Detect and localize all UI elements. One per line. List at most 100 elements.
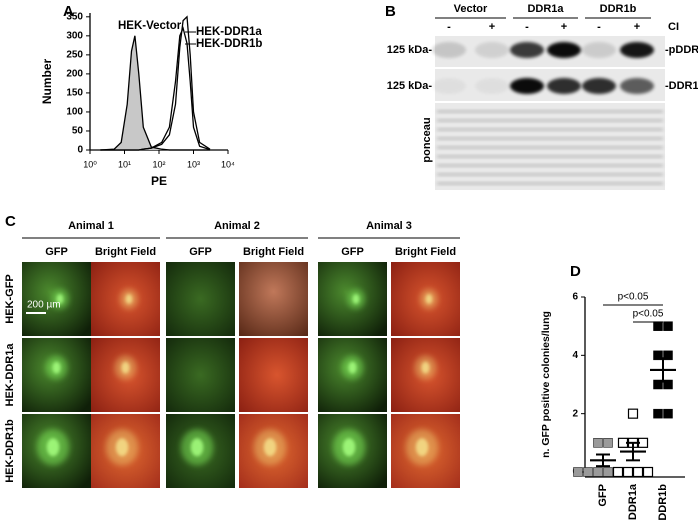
column-header: Bright Field: [243, 246, 304, 258]
histogram-line: [100, 26, 211, 151]
data-point: [603, 467, 613, 477]
series-label: HEK-Vector: [118, 20, 182, 32]
mw-marker: 125 kDa-: [387, 44, 433, 56]
y-tick-label: 150: [66, 88, 83, 99]
data-point: [653, 408, 663, 419]
y-tick-label: 4: [572, 350, 578, 361]
colony: [425, 294, 433, 304]
data-point: [622, 466, 634, 478]
y-tick-label: 200: [66, 69, 83, 80]
western-blot: [432, 36, 665, 190]
lane-group: DDR1b: [600, 3, 637, 15]
x-tick-label: 10⁰: [83, 159, 97, 169]
series-label: HEK-DDR1b: [196, 38, 262, 50]
histogram-line: [100, 15, 211, 151]
band: [620, 78, 654, 94]
column-header: GFP: [45, 246, 68, 258]
band: [432, 78, 466, 94]
x-tick-label: 10¹: [118, 159, 131, 169]
band: [547, 42, 581, 58]
row-label: HEK-DDR1b: [4, 419, 16, 483]
x-axis-label: PE: [151, 174, 167, 188]
colony: [190, 438, 204, 457]
row-label: HEK-DDR1a: [4, 343, 16, 407]
treatment: +: [634, 21, 640, 33]
column-header: Bright Field: [95, 246, 156, 258]
histogram-line: [100, 35, 210, 151]
series-label: HEK-DDR1a: [196, 26, 262, 38]
x-tick-label: 10⁴: [221, 159, 235, 169]
y-tick-label: 0: [77, 145, 83, 156]
x-tick-label: DDR1a: [627, 483, 639, 520]
data-point: [593, 467, 603, 477]
row-label: HEK-GFP: [4, 274, 16, 324]
animal-header: Animal 1: [68, 220, 114, 232]
treatment: +: [489, 21, 495, 33]
stain-label: ponceau: [421, 117, 433, 162]
y-axis-label: Number: [40, 59, 54, 105]
lane-group: Vector: [454, 3, 488, 15]
ponceau-stripe: [437, 146, 663, 149]
data-point: [653, 350, 663, 361]
column-header: GFP: [189, 246, 212, 258]
ponceau-stripe: [437, 164, 663, 167]
y-tick-label: 350: [66, 11, 83, 22]
panel-label: D: [570, 263, 581, 280]
data-point: [663, 408, 673, 419]
ponceau-stripe: [437, 137, 663, 140]
panel-label: A: [63, 3, 74, 20]
colony: [125, 294, 133, 304]
data-point: [632, 466, 644, 478]
treatment: -: [525, 21, 529, 33]
scale-bar-label: 200 µm: [27, 300, 61, 311]
band: [432, 42, 466, 58]
ponceau-stripe: [437, 128, 663, 131]
data-point: [603, 438, 613, 448]
data-point: [663, 321, 673, 331]
colony: [121, 361, 130, 374]
colony: [348, 361, 357, 374]
band: [475, 42, 509, 58]
band: [582, 42, 616, 58]
significance-label: p<0.05: [618, 292, 649, 303]
treatment: -: [447, 21, 451, 33]
y-tick-label: 100: [66, 107, 83, 118]
ponceau-stripe: [437, 182, 663, 185]
data-point: [627, 408, 639, 419]
histogram-fill: [100, 35, 210, 150]
y-tick-label: 6: [572, 292, 578, 303]
y-tick-label: 50: [72, 126, 84, 137]
colony: [115, 438, 129, 457]
colony: [342, 438, 356, 457]
band: [510, 78, 544, 94]
band: [620, 42, 654, 58]
mw-marker: 125 kDa-: [387, 80, 433, 92]
treatment: -: [597, 21, 601, 33]
y-tick-label: 2: [572, 408, 578, 419]
data-point: [642, 466, 654, 478]
x-tick-label: GFP: [597, 484, 609, 507]
data-point: [653, 379, 663, 390]
band-label: -DDR1: [665, 80, 698, 92]
animal-header: Animal 2: [214, 220, 260, 232]
y-axis-label: n. GFP positive colonies/lung: [540, 311, 552, 458]
data-point: [612, 466, 624, 478]
panel-label: C: [5, 213, 16, 230]
animal-header: Animal 3: [366, 220, 412, 232]
x-tick-label: DDR1b: [657, 484, 669, 521]
column-header: GFP: [341, 246, 364, 258]
panel-label: B: [385, 3, 396, 20]
micrograph: [166, 338, 235, 412]
y-tick-label: 250: [66, 50, 83, 61]
lane-group: DDR1a: [527, 3, 564, 15]
data-point: [653, 321, 663, 331]
treatment: +: [561, 21, 567, 33]
x-tick-label: 10³: [187, 159, 200, 169]
colony: [52, 361, 61, 374]
treatment-label: CI: [668, 21, 679, 33]
band: [582, 78, 616, 94]
colony: [46, 438, 60, 457]
y-tick-label: 300: [66, 30, 83, 41]
